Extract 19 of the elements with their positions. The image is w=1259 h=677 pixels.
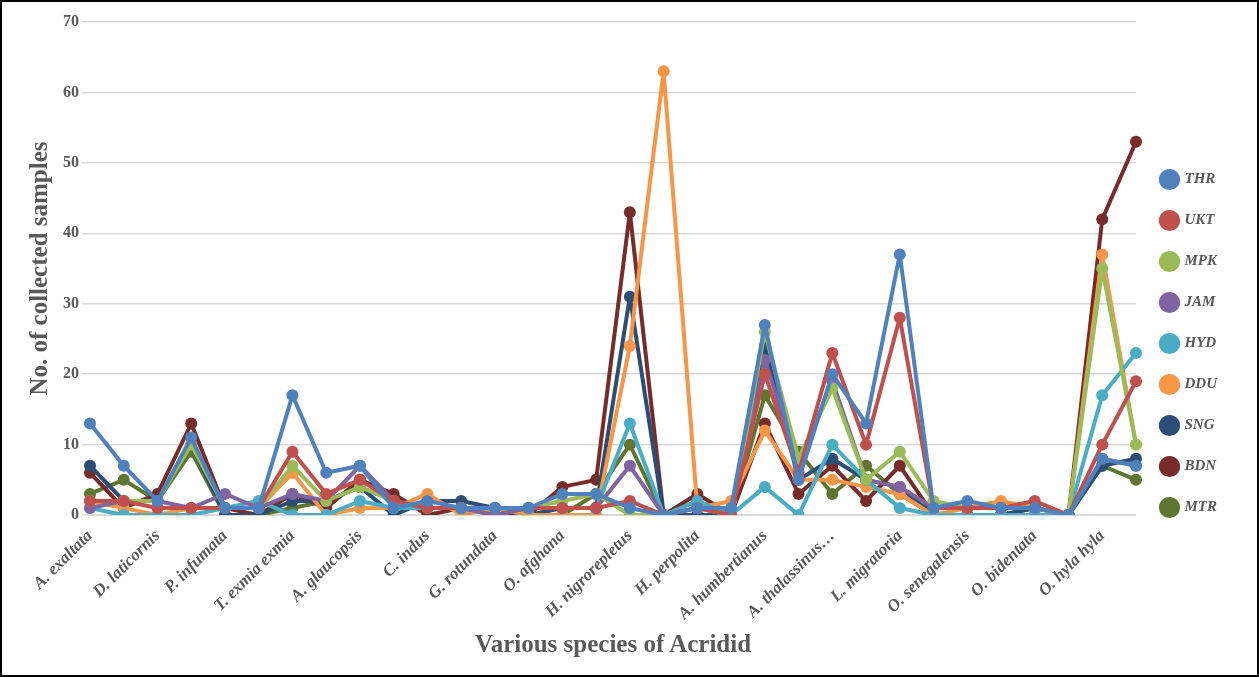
legend-label: DDU [1183, 375, 1219, 392]
y-axis-title: No. of collected samples [25, 141, 53, 396]
y-tick-label: 60 [63, 82, 79, 100]
y-tick-label: 70 [63, 12, 79, 30]
y-tick-label: 10 [63, 434, 79, 452]
legend-label: JAM [1183, 293, 1216, 310]
y-tick-label: 40 [63, 223, 79, 241]
legend-label: UKT [1184, 211, 1216, 228]
legend-label: THR [1184, 170, 1216, 187]
y-tick-label: 20 [63, 364, 79, 382]
x-axis-title: Various species of Acridid [474, 630, 752, 658]
y-tick-label: 50 [63, 153, 79, 171]
legend-label: MTR [1183, 498, 1218, 515]
y-tick-label: 30 [63, 293, 79, 311]
legend-label: HYD [1183, 334, 1217, 351]
y-tick-label: 0 [71, 505, 79, 523]
legend-label: BDN [1183, 457, 1218, 474]
legend-label: MPK [1183, 252, 1218, 269]
legend-label: SNG [1184, 416, 1215, 433]
